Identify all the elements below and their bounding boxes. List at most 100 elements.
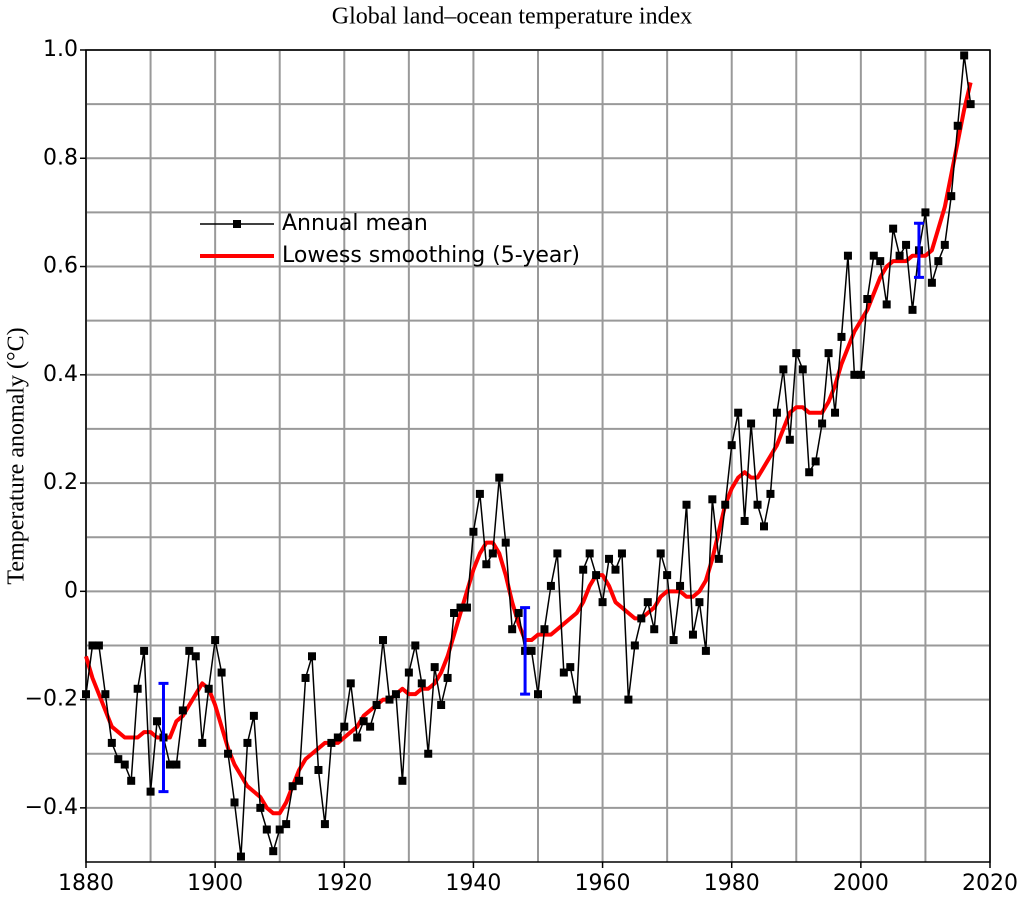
marker xyxy=(327,738,336,747)
marker xyxy=(527,646,536,655)
legend-marker xyxy=(233,220,241,228)
marker xyxy=(191,652,200,661)
marker xyxy=(617,549,626,558)
marker xyxy=(792,349,801,358)
marker xyxy=(740,516,749,525)
marker xyxy=(624,695,633,704)
marker xyxy=(540,625,549,634)
marker xyxy=(462,603,471,612)
marker xyxy=(256,803,265,812)
marker xyxy=(863,295,872,304)
legend-label: Lowess smoothing (5-year) xyxy=(282,243,580,268)
x-tick-label: 2000 xyxy=(833,871,889,896)
marker xyxy=(398,776,407,785)
marker xyxy=(714,554,723,563)
marker xyxy=(133,684,142,693)
marker xyxy=(605,554,614,563)
marker xyxy=(295,776,304,785)
marker xyxy=(953,121,962,130)
marker xyxy=(585,549,594,558)
series-line xyxy=(84,82,973,816)
marker xyxy=(178,706,187,715)
marker xyxy=(236,852,245,861)
marker xyxy=(417,679,426,688)
marker xyxy=(262,825,271,834)
marker xyxy=(101,690,110,699)
marker xyxy=(747,419,756,428)
marker xyxy=(869,251,878,260)
marker xyxy=(437,701,446,710)
marker xyxy=(559,668,568,677)
x-tick-label: 1980 xyxy=(704,871,760,896)
marker xyxy=(772,408,781,417)
y-tick-label: 0.2 xyxy=(43,470,78,495)
x-tick-label: 2020 xyxy=(962,871,1018,896)
marker xyxy=(598,598,607,607)
marker xyxy=(927,278,936,287)
x-tick-label: 1960 xyxy=(575,871,631,896)
marker xyxy=(320,820,329,829)
series-line xyxy=(85,54,972,858)
marker xyxy=(837,332,846,341)
marker xyxy=(566,663,575,672)
marker xyxy=(779,365,788,374)
marker xyxy=(346,679,355,688)
marker xyxy=(314,765,323,774)
marker xyxy=(701,646,710,655)
marker xyxy=(682,500,691,509)
marker xyxy=(889,224,898,233)
marker xyxy=(721,500,730,509)
marker xyxy=(688,630,697,639)
marker xyxy=(127,776,136,785)
error-bar xyxy=(913,221,924,279)
marker xyxy=(146,787,155,796)
marker xyxy=(204,684,213,693)
marker xyxy=(514,608,523,617)
marker xyxy=(676,581,685,590)
chart-title: Global land–ocean temperature index xyxy=(332,4,693,30)
marker xyxy=(495,473,504,482)
marker xyxy=(921,208,930,217)
x-tick-label: 1880 xyxy=(58,871,114,896)
x-tick-label: 1940 xyxy=(445,871,501,896)
marker xyxy=(663,571,672,580)
marker xyxy=(185,646,194,655)
marker xyxy=(308,652,316,661)
marker xyxy=(488,549,497,558)
marker xyxy=(508,625,517,634)
marker xyxy=(211,636,220,645)
marker xyxy=(94,641,103,650)
marker xyxy=(430,663,439,672)
marker xyxy=(217,668,226,677)
marker xyxy=(553,549,562,558)
x-tick-label: 1900 xyxy=(187,871,243,896)
marker xyxy=(637,614,646,623)
marker xyxy=(940,240,949,249)
marker xyxy=(818,419,827,428)
marker xyxy=(727,441,736,450)
marker xyxy=(114,755,123,764)
marker xyxy=(288,782,297,791)
marker xyxy=(224,749,233,758)
marker xyxy=(501,538,510,547)
marker xyxy=(411,641,420,650)
y-tick-label: −0.2 xyxy=(25,687,78,712)
marker xyxy=(798,365,807,374)
marker xyxy=(908,305,917,314)
marker xyxy=(611,565,620,574)
y-tick-label: −0.4 xyxy=(25,795,78,820)
marker xyxy=(475,489,484,498)
marker xyxy=(404,668,413,677)
marker xyxy=(579,565,588,574)
marker xyxy=(385,695,394,704)
marker xyxy=(333,733,342,742)
marker xyxy=(353,733,362,742)
y-tick-label: 1.0 xyxy=(43,37,78,62)
marker xyxy=(469,527,478,536)
y-tick-label: 0.4 xyxy=(43,362,78,387)
marker xyxy=(198,738,207,747)
marker xyxy=(424,749,433,758)
marker xyxy=(831,408,840,417)
marker xyxy=(656,549,665,558)
marker xyxy=(120,760,129,769)
